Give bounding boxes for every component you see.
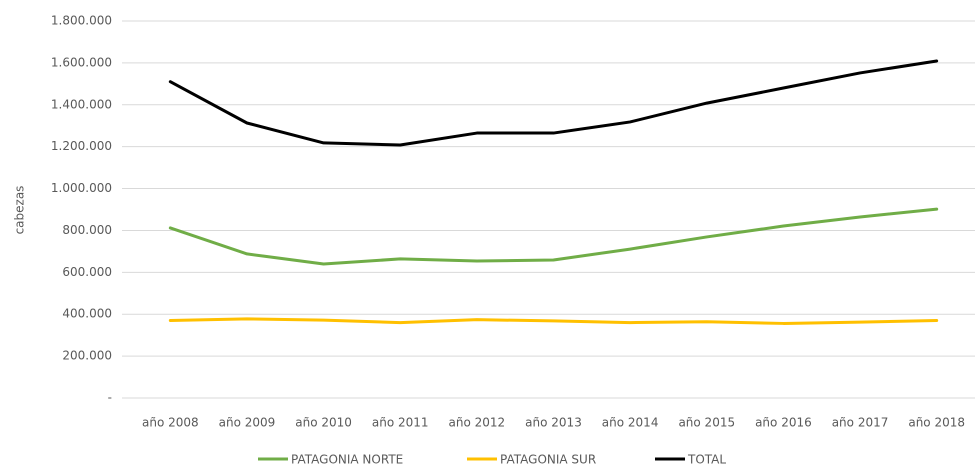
x-tick-label: año 2017: [832, 416, 889, 430]
series-line: [168, 317, 939, 325]
y-tick-label: 1.600.000: [51, 55, 112, 69]
x-tick-label: año 2012: [449, 416, 506, 430]
y-tick-label: -: [108, 391, 112, 405]
x-tick-label: año 2010: [295, 416, 352, 430]
y-tick-label: 200.000: [62, 349, 112, 363]
legend-label: PATAGONIA NORTE: [291, 453, 403, 467]
legend-label: PATAGONIA SUR: [500, 453, 596, 467]
x-tick-label: año 2018: [908, 416, 965, 430]
y-tick-label: 1.200.000: [51, 139, 112, 153]
y-tick-label: 400.000: [62, 307, 112, 321]
y-tick-label: 1.800.000: [51, 14, 112, 28]
y-tick-label: 800.000: [62, 223, 112, 237]
y-tick-label: 600.000: [62, 265, 112, 279]
x-tick-label: año 2008: [142, 416, 199, 430]
series-line: [168, 207, 939, 266]
y-axis-label: cabezas: [13, 186, 27, 235]
x-tick-label: año 2011: [372, 416, 429, 430]
x-tick-label: año 2009: [219, 416, 276, 430]
series-line: [168, 59, 939, 147]
x-tick-label: año 2014: [602, 416, 659, 430]
y-tick-label: 1.400.000: [51, 97, 112, 111]
legend-label: TOTAL: [687, 453, 726, 467]
y-tick-label: 1.000.000: [51, 181, 112, 195]
x-tick-label: año 2015: [678, 416, 735, 430]
x-tick-label: año 2016: [755, 416, 812, 430]
x-tick-label: año 2013: [525, 416, 582, 430]
